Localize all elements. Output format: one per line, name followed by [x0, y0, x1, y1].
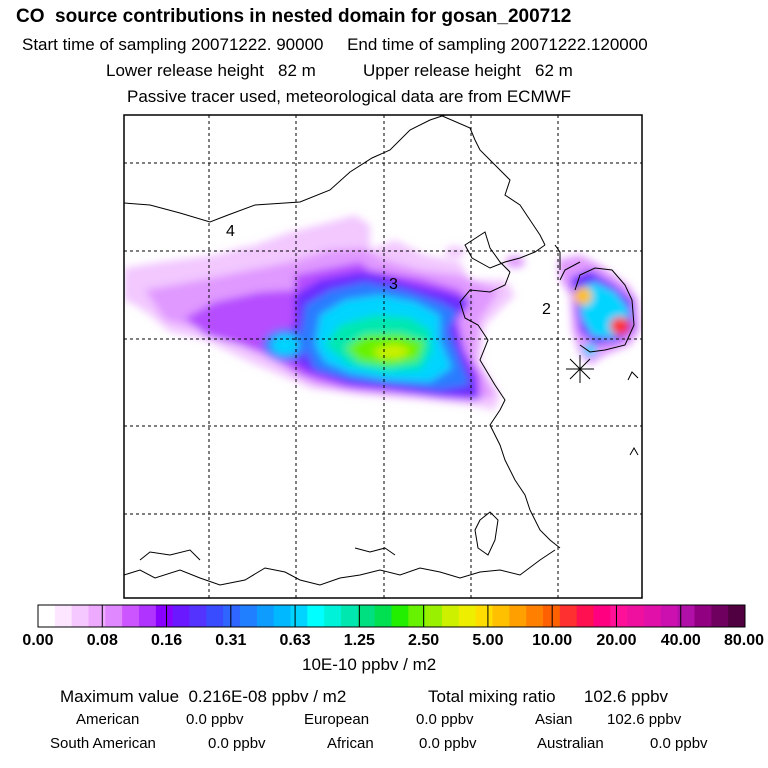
colorbar-cell — [711, 605, 729, 627]
release-height-line: Lower release height 82 m Upper release … — [106, 61, 573, 80]
colorbar-cell — [677, 605, 695, 627]
figure-title: CO source contributions in nested domain… — [16, 6, 572, 27]
australian-label: Australian — [537, 735, 604, 752]
colorbar-cell — [54, 605, 73, 627]
region-label-4: 4 — [226, 223, 235, 240]
map-frame — [123, 114, 643, 599]
colorbar-cell — [341, 605, 359, 627]
colorbar-tick-label: 40.00 — [660, 632, 701, 649]
colorbar-cell — [627, 605, 645, 627]
colorbar-cell — [694, 605, 712, 627]
colorbar-cell — [240, 605, 258, 627]
colorbar-cell — [610, 605, 628, 627]
colorbar-cell — [728, 605, 746, 627]
colorbar — [37, 604, 746, 628]
colorbar-tick-label: 0.31 — [215, 632, 247, 649]
colorbar-cell — [71, 605, 89, 627]
colorbar-cell — [644, 605, 662, 627]
colorbar-cell — [374, 605, 392, 627]
american-value: 0.0 ppbv — [186, 711, 244, 728]
colorbar-tick-label: 2.50 — [408, 632, 440, 649]
colorbar-cell — [660, 605, 679, 627]
region-label-2: 2 — [542, 301, 551, 318]
colorbar-cell — [576, 605, 594, 627]
colorbar-cell — [526, 605, 544, 627]
colorbar-tick-label: 0.00 — [22, 632, 54, 649]
african-label: African — [327, 735, 374, 752]
colorbar-tick-label: 0.16 — [150, 632, 183, 649]
colorbar-cell — [256, 605, 275, 627]
colorbar-cell — [122, 605, 140, 627]
colorbar-cell — [543, 605, 561, 627]
colorbar-cell — [458, 605, 477, 627]
colorbar-tick-label: 10.00 — [532, 632, 573, 649]
colorbar-cell — [559, 605, 578, 627]
colorbar-tick-label: 80.00 — [723, 632, 765, 649]
colorbar-cell — [290, 605, 308, 627]
australian-value: 0.0 ppbv — [650, 735, 708, 752]
european-label: European — [304, 711, 370, 728]
asian-label: Asian — [535, 711, 573, 728]
colorbar-cell — [324, 605, 342, 627]
tracer-info-line: Passive tracer used, meteorological data… — [127, 87, 572, 106]
colorbar-cell — [273, 605, 291, 627]
colorbar-cell — [105, 605, 123, 627]
colorbar-cell — [509, 605, 527, 627]
colorbar-cell — [307, 605, 325, 627]
colorbar-cell — [155, 605, 174, 627]
total-mixing-ratio: Total mixing ratio 102.6 ppbv — [428, 687, 669, 706]
colorbar-cell — [139, 605, 157, 627]
south-american-label: South American — [50, 735, 156, 752]
american-label: American — [76, 711, 140, 728]
colorbar-cell — [408, 605, 426, 627]
colorbar-cell — [223, 605, 241, 627]
colorbar-cell — [492, 605, 510, 627]
source-contribution-map: 4 3 2 — [123, 114, 643, 599]
colorbar-tick-label: 5.00 — [472, 632, 504, 649]
south-american-value: 0.0 ppbv — [208, 735, 266, 752]
colorbar-cell — [189, 605, 207, 627]
european-value: 0.0 ppbv — [416, 711, 474, 728]
african-value: 0.0 ppbv — [419, 735, 477, 752]
colorbar-cell — [475, 605, 493, 627]
plume-field — [124, 115, 642, 598]
region-label-3: 3 — [389, 276, 398, 293]
colorbar-cell — [172, 605, 190, 627]
colorbar-tick-label: 0.08 — [86, 632, 118, 649]
colorbar-cell — [357, 605, 376, 627]
colorbar-cell — [206, 605, 224, 627]
colorbar-cell — [425, 605, 443, 627]
sampling-time-line: Start time of sampling 20071222. 90000 E… — [22, 35, 648, 54]
colorbar-cell — [391, 605, 409, 627]
colorbar-unit: 10E-10 ppbv / m2 — [302, 655, 437, 674]
colorbar-cell — [88, 605, 106, 627]
asian-value: 102.6 ppbv — [607, 711, 682, 728]
colorbar-cell — [38, 605, 56, 627]
colorbar-tick-label: 0.63 — [279, 632, 311, 649]
colorbar-tick-label: 20.00 — [596, 632, 637, 649]
colorbar-cell — [593, 605, 611, 627]
colorbar-tick-label: 1.25 — [343, 632, 375, 649]
colorbar-cell — [442, 605, 460, 627]
maximum-value: Maximum value 0.216E-08 ppbv / m2 — [60, 687, 347, 706]
receptor-asterisk-icon — [566, 355, 594, 383]
